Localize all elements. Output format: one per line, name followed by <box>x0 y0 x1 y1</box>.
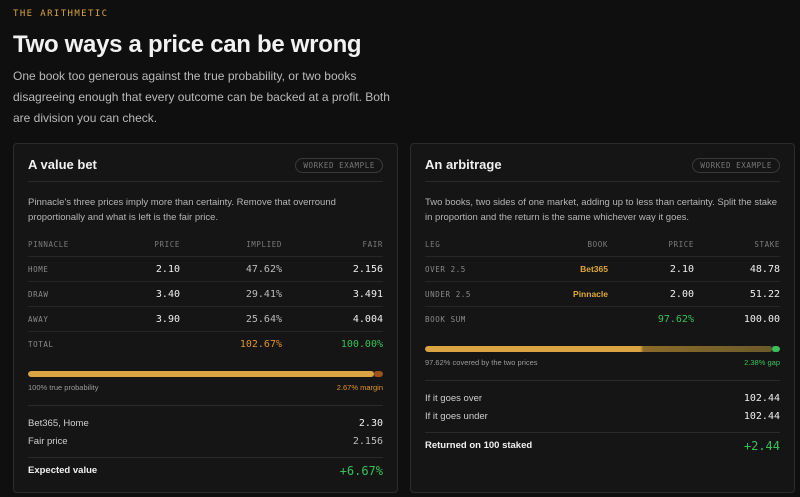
value-bet-card: A value bet WORKED EXAMPLE Pinnacle's th… <box>13 143 398 493</box>
margin-caption: 2.67% margin <box>336 383 383 392</box>
implied-cell: 47.62% <box>245 264 282 275</box>
row-label: UNDER 2.5 <box>425 290 472 299</box>
card-title: An arbitrage <box>425 157 502 172</box>
probability-bar <box>28 371 383 377</box>
stake-cell: 48.78 <box>749 264 780 275</box>
gap-fill <box>771 346 780 352</box>
price-cell: 2.10 <box>155 264 180 275</box>
row-label: OVER 2.5 <box>425 265 466 274</box>
arbitrage-card: An arbitrage WORKED EXAMPLE Two books, t… <box>410 143 795 493</box>
result-row: Expected value +6.67% <box>28 462 383 480</box>
table-row: OVER 2.5 Bet365 2.10 48.78 <box>425 257 780 282</box>
col-header-price: PRICE <box>668 240 694 249</box>
divider <box>28 405 383 406</box>
col-header-stake: STAKE <box>754 240 780 249</box>
stake-cell: 51.22 <box>749 289 780 300</box>
col-header-implied: IMPLIED <box>246 240 282 249</box>
total-fair: 100.00% <box>340 339 383 350</box>
coverage-bar <box>425 346 780 352</box>
true-probability-caption: 100% true probability <box>28 383 99 392</box>
margin-fill <box>373 371 383 377</box>
table-row: HOME 2.10 47.62% 2.156 <box>28 257 383 282</box>
divider <box>425 380 780 381</box>
summary-row: Fair price 2.156 <box>28 433 383 451</box>
summary-value: 2.156 <box>352 436 383 447</box>
row-label: AWAY <box>28 315 49 324</box>
divider <box>28 457 383 458</box>
total-row: TOTAL 102.67% 100.00% <box>28 332 383 357</box>
fair-cell: 4.004 <box>352 314 383 325</box>
outcome-label: If it goes over <box>425 393 483 404</box>
gap-caption: 2.38% gap <box>744 358 780 367</box>
row-label: BOOK SUM <box>425 315 466 324</box>
result-row: Returned on 100 staked +2.44 <box>425 437 780 455</box>
worked-example-badge: WORKED EXAMPLE <box>295 158 383 173</box>
book-cell: Bet365 <box>580 264 608 274</box>
table-header: PINNACLE PRICE IMPLIED FAIR <box>28 232 383 257</box>
row-label: HOME <box>28 265 49 274</box>
summary-row: Bet365, Home 2.30 <box>28 415 383 433</box>
fair-cell: 2.156 <box>352 264 383 275</box>
outcome-value: 102.44 <box>743 393 780 404</box>
outcome-value: 102.44 <box>743 411 780 422</box>
summary-label: Fair price <box>28 436 68 447</box>
table-row: DRAW 3.40 29.41% 3.491 <box>28 282 383 307</box>
worked-example-badge: WORKED EXAMPLE <box>692 158 780 173</box>
implied-cell: 25.64% <box>245 314 282 325</box>
price-cell: 2.00 <box>669 289 694 300</box>
expected-value-label: Expected value <box>28 465 98 476</box>
intro-text: One book too generous against the true p… <box>13 69 390 125</box>
outcome-row: If it goes over 102.44 <box>425 390 780 408</box>
col-header-book: BOOK <box>587 240 608 249</box>
col-header-fair: FAIR <box>362 240 383 249</box>
card-header: A value bet WORKED EXAMPLE <box>28 144 383 182</box>
outcome-row: If it goes under 102.44 <box>425 408 780 426</box>
card-header: An arbitrage WORKED EXAMPLE <box>425 144 780 182</box>
col-header-leg: LEG <box>425 240 441 249</box>
col-header-price: PRICE <box>154 240 180 249</box>
col-header-pinnacle: PINNACLE <box>28 240 69 249</box>
fair-cell: 3.491 <box>352 289 383 300</box>
covered-fill <box>425 346 772 352</box>
row-label: DRAW <box>28 290 49 299</box>
return-label: Returned on 100 staked <box>425 440 533 451</box>
table-row: AWAY 3.90 25.64% 4.004 <box>28 307 383 332</box>
book-sum-price: 97.62% <box>657 314 694 325</box>
book-cell: Pinnacle <box>573 289 608 299</box>
card-description: Two books, two sides of one market, addi… <box>425 197 778 223</box>
summary-label: Bet365, Home <box>28 418 89 429</box>
true-probability-fill <box>28 371 374 377</box>
price-cell: 3.40 <box>155 289 180 300</box>
bar-caption: 97.62% covered by the two prices 2.38% g… <box>425 358 780 370</box>
price-cell: 3.90 <box>155 314 180 325</box>
card-description: Pinnacle's three prices imply more than … <box>28 197 336 223</box>
section-eyebrow: THE ARITHMETIC <box>13 9 109 19</box>
return-value: +2.44 <box>743 439 780 453</box>
book-sum-row: BOOK SUM 97.62% 100.00 <box>425 307 780 334</box>
total-implied: 102.67% <box>239 339 282 350</box>
table-header: LEG BOOK PRICE STAKE <box>425 232 780 257</box>
bar-caption: 100% true probability 2.67% margin <box>28 383 383 395</box>
implied-cell: 29.41% <box>245 289 282 300</box>
table-row: UNDER 2.5 Pinnacle 2.00 51.22 <box>425 282 780 307</box>
book-sum-stake: 100.00 <box>743 314 780 325</box>
card-title: A value bet <box>28 157 97 172</box>
expected-value: +6.67% <box>339 464 383 478</box>
page-title: Two ways a price can be wrong <box>13 31 362 58</box>
row-label: TOTAL <box>28 340 54 349</box>
summary-value: 2.30 <box>358 418 383 429</box>
outcome-label: If it goes under <box>425 411 488 422</box>
divider <box>425 432 780 433</box>
price-cell: 2.10 <box>669 264 694 275</box>
covered-caption: 97.62% covered by the two prices <box>425 358 538 367</box>
